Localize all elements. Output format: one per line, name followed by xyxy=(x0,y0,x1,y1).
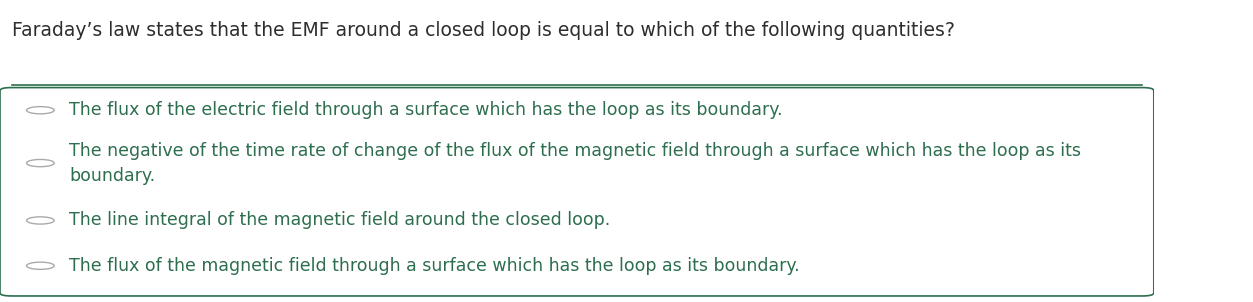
Text: Faraday’s law states that the EMF around a closed loop is equal to which of the : Faraday’s law states that the EMF around… xyxy=(11,21,955,40)
Circle shape xyxy=(26,159,54,167)
Circle shape xyxy=(26,262,54,269)
Text: The negative of the time rate of change of the flux of the magnetic field throug: The negative of the time rate of change … xyxy=(69,142,1081,185)
Circle shape xyxy=(26,217,54,224)
FancyBboxPatch shape xyxy=(0,88,1154,296)
Text: The flux of the magnetic field through a surface which has the loop as its bound: The flux of the magnetic field through a… xyxy=(69,257,799,275)
Text: The line integral of the magnetic field around the closed loop.: The line integral of the magnetic field … xyxy=(69,211,610,230)
Circle shape xyxy=(26,107,54,114)
Text: The flux of the electric field through a surface which has the loop as its bound: The flux of the electric field through a… xyxy=(69,101,783,119)
